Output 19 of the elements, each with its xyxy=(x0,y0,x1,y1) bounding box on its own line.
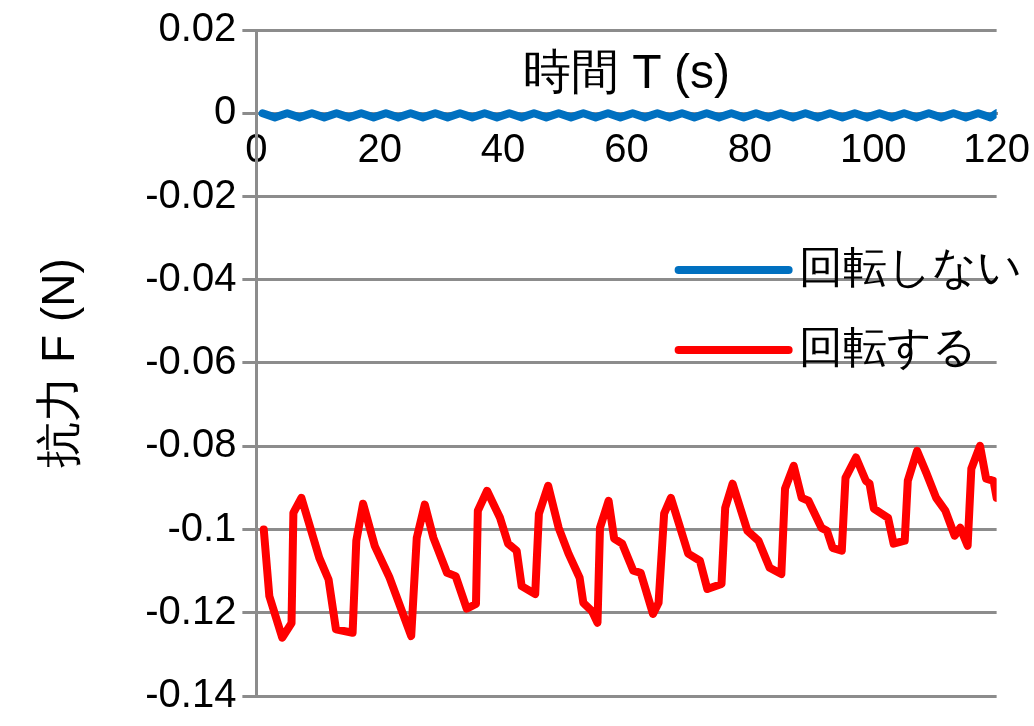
y-tick-label: -0.06 xyxy=(145,338,237,383)
y-tick-label: 0.02 xyxy=(158,5,237,50)
y-tick-label: -0.12 xyxy=(145,587,237,632)
x-tick-label: 100 xyxy=(839,126,907,171)
x-axis-title: 時間 T (s) xyxy=(522,45,731,99)
y-tick-label: -0.08 xyxy=(145,421,237,466)
x-tick-label: 20 xyxy=(357,126,402,171)
x-tick-label: 60 xyxy=(604,126,649,171)
legend-label: 回転する xyxy=(798,322,977,372)
x-tick-label: 120 xyxy=(963,126,1031,171)
x-tick-label: 80 xyxy=(727,126,773,171)
y-tick-label: -0.1 xyxy=(167,504,237,549)
y-tick-label: -0.04 xyxy=(145,254,237,299)
y-tick-label: 0 xyxy=(214,88,237,133)
y-tick-label: -0.02 xyxy=(145,171,237,216)
y-tick-label: -0.14 xyxy=(145,671,237,716)
y-axis-title: 抗力 F (N) xyxy=(32,258,85,468)
x-tick-label: 40 xyxy=(480,126,526,171)
legend-label: 回転しない xyxy=(798,242,1022,292)
